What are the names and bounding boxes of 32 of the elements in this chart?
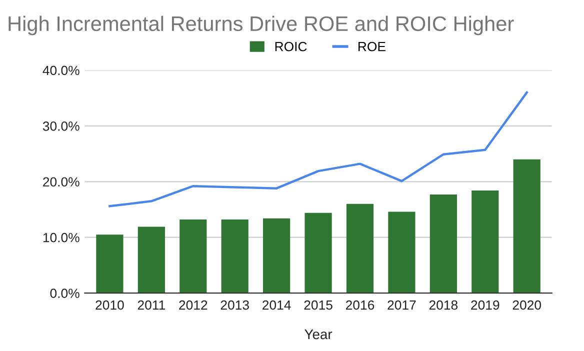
bar [472,190,499,294]
x-tick-label: 2015 [304,300,332,310]
y-tick-label: 0.0% [50,288,80,298]
y-tick-label: 10.0% [43,232,80,242]
x-tick-label: 2017 [388,300,416,310]
chart-title: High Incremental Returns Drive ROE and ROIC Higher [8,16,514,36]
x-axis-title: Year [304,330,332,340]
bar [96,234,124,294]
x-tick-label: 2011 [138,300,165,310]
x-tick-label: 2012 [179,300,208,310]
bar [304,212,332,294]
x-tick-label: 2013 [220,300,249,310]
x-tick-label: 2018 [429,300,458,310]
line-series [108,91,528,208]
x-tick-label: 2020 [512,300,542,310]
bar [180,220,207,294]
bar [388,212,416,294]
x-tick-label: 2010 [96,300,124,310]
x-tick-label: 2019 [471,300,500,310]
y-tick-label: 40.0% [42,66,80,76]
bar [263,218,290,294]
bar [513,159,540,294]
bar [430,194,457,294]
y-tick-label: 20.0% [43,177,80,187]
x-tick-label: 2016 [346,300,374,310]
bar [221,220,248,294]
x-tick-label: 2014 [262,300,291,310]
y-tick-label: 30.0% [42,121,80,131]
legend-label: ROE [358,42,386,52]
legend-label: ROIC [275,42,307,52]
bar [346,204,374,294]
bar [138,226,165,294]
